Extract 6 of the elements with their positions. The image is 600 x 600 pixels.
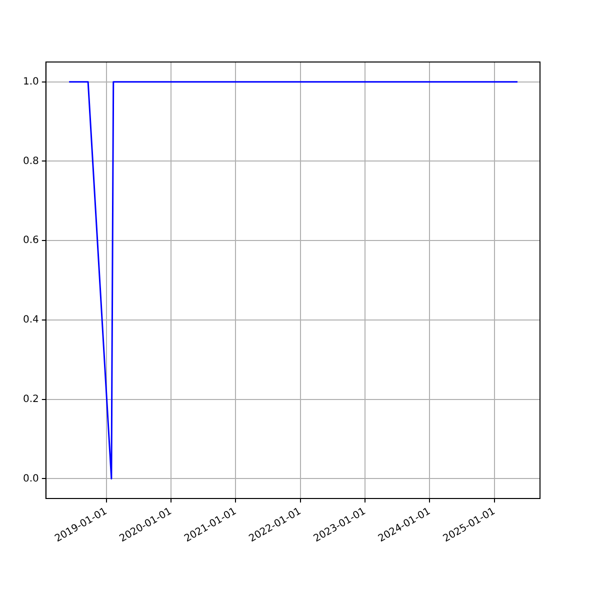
y-tick-label: 1.0 — [22, 76, 39, 88]
y-tick-label: 0.0 — [22, 473, 39, 484]
y-tick-label: 0.8 — [22, 156, 39, 167]
y-tick-label: 0.4 — [22, 314, 39, 326]
y-tick-label: 0.6 — [22, 235, 39, 246]
y-tick-label: 0.2 — [22, 394, 39, 405]
